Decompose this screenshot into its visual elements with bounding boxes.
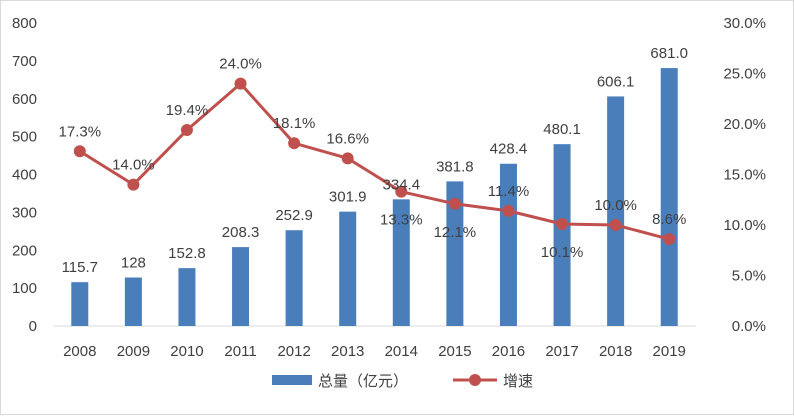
bar [71,282,89,326]
bar [446,181,464,326]
x-tick-label: 2010 [170,343,203,360]
y-left-tick-label: 500 [12,129,37,146]
bar [124,277,142,326]
growth-value-label: 11.4% [488,183,529,200]
y-left-tick-label: 300 [12,204,37,221]
growth-line [78,82,670,241]
bar-value-label: 152.8 [168,245,206,262]
growth-value-label: 14.0% [112,157,155,174]
legend: 总量（亿元） 增速 [272,373,533,390]
y-left-tick-label: 400 [12,167,37,184]
growth-value-label: 10.0% [594,197,637,214]
bar [499,163,517,326]
growth-value-label: 16.6% [326,130,369,147]
bar-value-label: 115.7 [62,259,98,276]
axes: 0 100 200 300 400 500 600 700 800 0.0% 5.0% 10.0% 15… [12,15,766,360]
y-right-tick-label: 0.0% [732,318,766,335]
y-left-tick-label: 100 [12,280,37,297]
line-series [73,77,676,246]
growth-value-label: 24.0% [219,56,262,73]
growth-value-label: 8.6% [652,211,686,228]
line-point [234,77,247,90]
x-tick-label: 2019 [653,343,686,360]
x-tick-label: 2018 [599,343,632,360]
bar-value-label: 208.3 [222,224,260,241]
y-left-tick-label: 600 [12,91,37,108]
bar-value-label: 128 [121,255,146,272]
y-right-tick-label: 25.0% [723,66,766,83]
y-right-tick-label: 10.0% [723,217,766,234]
bar [392,199,410,326]
line-point [180,124,193,137]
line-point [448,197,461,210]
line-point [609,219,622,231]
line-point [663,233,676,246]
bar-value-label: 252.9 [275,207,313,224]
x-tick-label: 2009 [117,343,150,360]
bar-value-label: 428.4 [490,141,528,158]
y-right-tick-label: 15.0% [723,167,766,184]
y-left-tick-label: 0 [29,318,37,335]
x-tick-label: 2015 [438,343,471,360]
legend-line-marker [469,374,481,386]
bar [232,247,250,326]
bar [339,211,357,326]
line-point [395,185,408,198]
x-tick-label: 2013 [331,343,364,360]
x-tick-label: 2011 [224,343,256,360]
y-left-tick-label: 200 [12,242,37,259]
bar [178,268,196,326]
line-point [127,178,140,191]
line-point [556,217,569,230]
x-tick-label: 2016 [492,343,525,360]
legend-bar-label: 总量（亿元） [318,373,408,390]
bar [607,96,625,326]
bar-value-label: 480.1 [543,121,581,138]
growth-value-label: 12.1% [434,224,477,241]
bar-value-label: 606.1 [597,73,635,90]
bar-value-label: 301.9 [329,189,367,206]
bar-value-label: 381.8 [436,158,474,175]
x-tick-label: 2017 [545,343,578,360]
growth-value-label: 19.4% [166,102,209,119]
line-point [288,137,301,150]
y-left-tick-label: 800 [12,15,37,32]
y-right-tick-label: 30.0% [723,15,766,32]
growth-value-label: 13.3% [380,212,423,229]
bar-value-label: 681.0 [650,45,688,62]
line-point [341,152,354,165]
growth-value-label: 10.1% [541,244,584,261]
x-tick-label: 2008 [63,343,96,360]
x-tick-label: 2014 [385,343,418,360]
y-right-tick-label: 20.0% [723,116,766,133]
bar [660,68,678,326]
y-left-tick-label: 700 [12,53,37,70]
line-point [502,204,515,217]
bar [553,144,571,326]
line-point [73,145,86,158]
bar [285,230,303,326]
growth-value-label: 18.1% [273,115,316,132]
x-tick-label: 2012 [277,343,310,360]
y-right-tick-label: 5.0% [732,268,766,285]
growth-value-label: 17.3% [59,123,102,140]
legend-bar-swatch [272,375,312,385]
legend-line-label: 增速 [503,373,533,390]
bar-series [71,68,678,326]
bar-value-label: 334.4 [383,176,421,193]
data-labels: 115.7 128 152.8 208.3 252.9 301.9 334.4 381.8 42… [59,45,688,276]
